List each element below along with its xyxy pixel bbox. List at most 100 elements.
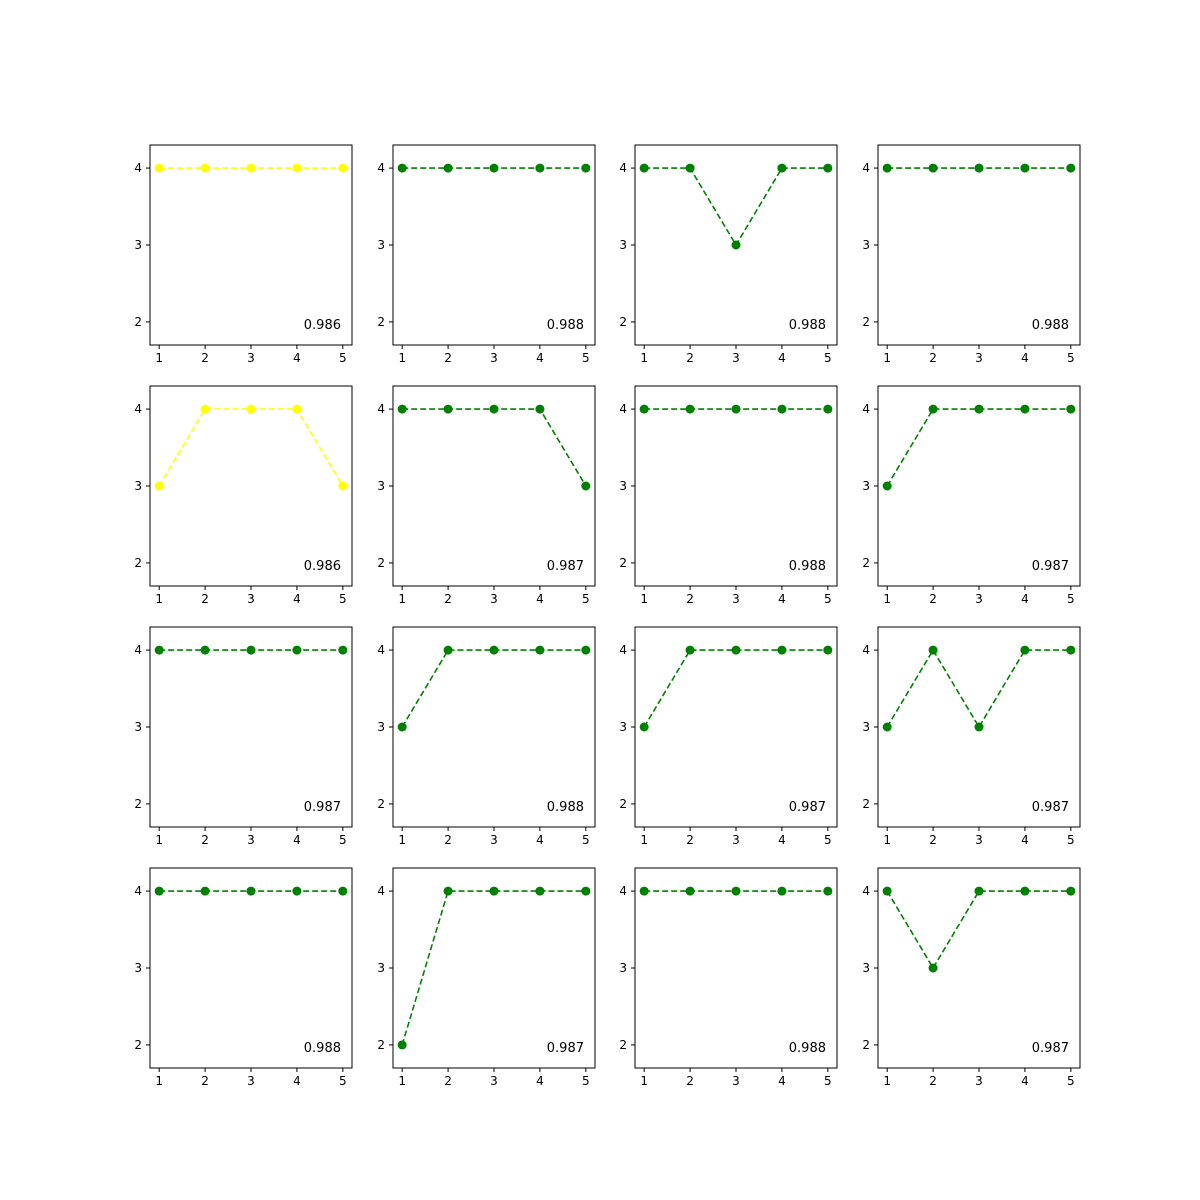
annotation-value: 0.987 (547, 1041, 584, 1056)
x-tick-label: 3 (732, 592, 740, 606)
data-point (731, 404, 741, 414)
annotation-value: 0.988 (547, 800, 584, 815)
y-tick-label: 2 (862, 797, 870, 811)
annotation-value: 0.987 (547, 559, 584, 574)
x-tick-label: 5 (824, 833, 832, 847)
annotation-value: 0.988 (304, 1041, 341, 1056)
x-tick-label: 1 (398, 833, 406, 847)
x-tick-label: 2 (444, 833, 452, 847)
data-point (1066, 886, 1076, 896)
x-tick-label: 5 (824, 592, 832, 606)
subplot-5: 1 2 3 4 5 2 3 4 0.986 (134, 385, 353, 606)
data-point (246, 886, 256, 896)
x-tick-label: 3 (247, 1074, 255, 1088)
y-tick-label: 3 (862, 961, 870, 975)
x-tick-label: 4 (1021, 351, 1029, 365)
x-tick-label: 5 (582, 833, 590, 847)
x-tick-label: 5 (1067, 1074, 1075, 1088)
x-tick-label: 5 (339, 1074, 347, 1088)
y-tick-label: 3 (134, 720, 142, 734)
subplot-6: 1 2 3 4 5 2 3 4 0.987 (377, 385, 596, 606)
axes-frame (392, 144, 596, 346)
x-tick-label: 2 (686, 351, 694, 365)
annotation-value: 0.987 (789, 800, 826, 815)
axes-frame (149, 385, 353, 587)
y-tick-label: 4 (134, 643, 142, 657)
data-point (535, 645, 545, 655)
x-tick-label: 2 (201, 592, 209, 606)
x-tick-label: 5 (1067, 351, 1075, 365)
x-tick-label: 4 (536, 592, 544, 606)
data-point (974, 886, 984, 896)
x-tick-label: 2 (929, 592, 937, 606)
data-point (823, 886, 833, 896)
y-tick-label: 4 (377, 884, 385, 898)
data-point (292, 645, 302, 655)
data-point (581, 886, 591, 896)
data-point (535, 163, 545, 173)
x-tick-label: 3 (490, 1074, 498, 1088)
data-point (823, 404, 833, 414)
x-tick-label: 5 (582, 351, 590, 365)
x-tick-label: 1 (883, 592, 891, 606)
x-tick-label: 1 (883, 351, 891, 365)
data-point (928, 163, 938, 173)
subplot-7: 1 2 3 4 5 2 3 4 0.988 (619, 385, 838, 606)
y-tick-label: 2 (134, 315, 142, 329)
y-tick-label: 4 (862, 643, 870, 657)
data-point (292, 404, 302, 414)
x-tick-label: 1 (155, 592, 163, 606)
data-point (292, 886, 302, 896)
subplot-15: 1 2 3 4 5 2 3 4 0.988 (619, 867, 838, 1088)
data-point (777, 404, 787, 414)
data-point (246, 404, 256, 414)
x-tick-label: 5 (339, 833, 347, 847)
data-point (581, 645, 591, 655)
data-point (882, 481, 892, 491)
x-tick-label: 1 (155, 1074, 163, 1088)
data-point (882, 163, 892, 173)
x-tick-label: 3 (732, 1074, 740, 1088)
data-point (338, 886, 348, 896)
x-tick-label: 1 (883, 833, 891, 847)
x-tick-label: 3 (247, 833, 255, 847)
subplot-10: 1 2 3 4 5 2 3 4 0.988 (377, 626, 596, 847)
data-point (639, 404, 649, 414)
y-tick-label: 3 (377, 961, 385, 975)
data-point (685, 886, 695, 896)
subplot-8: 1 2 3 4 5 2 3 4 0.987 (862, 385, 1081, 606)
y-tick-label: 4 (134, 402, 142, 416)
data-point (731, 645, 741, 655)
y-tick-label: 4 (377, 161, 385, 175)
x-tick-label: 2 (929, 833, 937, 847)
data-point (581, 163, 591, 173)
x-tick-label: 5 (339, 351, 347, 365)
x-tick-label: 3 (732, 351, 740, 365)
data-point (397, 163, 407, 173)
data-point (489, 404, 499, 414)
x-tick-label: 1 (398, 351, 406, 365)
y-tick-label: 4 (134, 884, 142, 898)
data-point (200, 404, 210, 414)
x-tick-label: 3 (975, 1074, 983, 1088)
subplot-11: 1 2 3 4 5 2 3 4 0.987 (619, 626, 838, 847)
data-point (882, 722, 892, 732)
x-tick-label: 2 (444, 592, 452, 606)
y-tick-label: 4 (619, 402, 627, 416)
x-tick-label: 2 (686, 833, 694, 847)
data-point (154, 481, 164, 491)
data-point (1066, 645, 1076, 655)
y-tick-label: 2 (377, 797, 385, 811)
data-point (974, 722, 984, 732)
annotation-value: 0.987 (304, 800, 341, 815)
annotation-value: 0.988 (789, 1041, 826, 1056)
axes-frame (634, 385, 838, 587)
data-point (639, 886, 649, 896)
x-tick-label: 3 (732, 833, 740, 847)
x-tick-label: 2 (929, 1074, 937, 1088)
y-tick-label: 2 (862, 315, 870, 329)
data-point (443, 163, 453, 173)
x-tick-label: 2 (686, 1074, 694, 1088)
y-tick-label: 2 (619, 1038, 627, 1052)
axes-frame (149, 867, 353, 1069)
